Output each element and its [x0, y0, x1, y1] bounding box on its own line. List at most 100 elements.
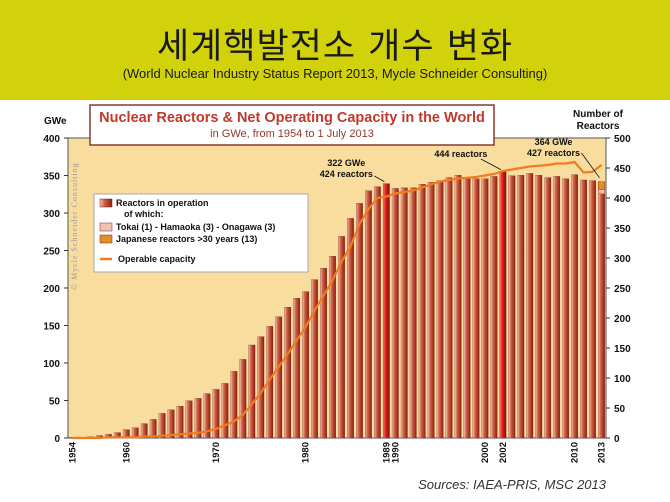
- bar-1976: [266, 326, 274, 439]
- bar-1985: [347, 218, 354, 439]
- bar-2002: [499, 171, 507, 439]
- bar-2012-overlay: [589, 181, 595, 185]
- bar-2013: [598, 181, 605, 439]
- bar-1966: [176, 406, 184, 439]
- x-tick-label-2002: 2002: [498, 442, 509, 463]
- bar-1962: [140, 423, 148, 439]
- annotation-1989-arrow: [374, 175, 385, 182]
- bar-1991: [400, 187, 408, 439]
- bar-2001: [490, 176, 498, 439]
- x-tick-label-2000: 2000: [480, 442, 491, 463]
- bar-1971: [221, 383, 229, 439]
- x-tick-label-1954: 1954: [67, 441, 78, 463]
- legend-japan-label: Japanese reactors >30 years (13): [116, 234, 257, 244]
- x-tick-label-2010: 2010: [570, 442, 581, 463]
- bar-1984: [338, 236, 345, 439]
- y-right-tick-label: 0: [614, 434, 620, 445]
- bar-1997: [454, 175, 462, 439]
- page-subtitle: (World Nuclear Industry Status Report 20…: [122, 66, 548, 81]
- bar-2013-japan-over-30: [598, 181, 605, 190]
- bar-2012: [589, 180, 596, 439]
- bar-1979: [293, 298, 301, 439]
- legend-capacity-label: Operable capacity: [118, 254, 196, 264]
- y-left-tick-label: 100: [43, 359, 60, 370]
- bar-2013-tokai-hamaoka-onagawa: [598, 189, 605, 194]
- sources-caption: Sources: IAEA-PRIS, MSC 2013: [418, 477, 606, 492]
- annotation-2002-line1: 444 reactors: [434, 149, 487, 159]
- bar-2000: [481, 178, 489, 439]
- legend-swatch-tokai: [99, 222, 113, 232]
- bar-1992: [409, 187, 417, 439]
- chart-svg: Nuclear Reactors & Net Operating Capacit…: [43, 104, 631, 463]
- y-right-tick-label: 350: [614, 224, 631, 235]
- bar-1995: [436, 180, 444, 439]
- bar-2009: [562, 178, 570, 439]
- y-right-tick-label: 150: [614, 344, 631, 355]
- bar-2004: [517, 175, 525, 439]
- bar-2007: [544, 177, 552, 439]
- bar-1993: [418, 184, 426, 439]
- y-right-tick-label: 200: [614, 314, 631, 325]
- bar-1977: [275, 316, 283, 439]
- bar-2006: [535, 175, 543, 439]
- bar-1969: [203, 393, 211, 439]
- chart-container: Nuclear Reactors & Net Operating Capacit…: [0, 100, 670, 472]
- y-left-tick-label: 400: [43, 134, 60, 145]
- chart-title-box: [89, 104, 495, 146]
- y-left-tick-label: 150: [43, 322, 60, 333]
- bar-1999: [472, 178, 480, 439]
- x-tick-label-1980: 1980: [301, 442, 312, 463]
- y-left-tick-label: 50: [49, 397, 61, 408]
- chart-title: Nuclear Reactors & Net Operating Capacit…: [99, 110, 485, 126]
- bar-1981: [311, 279, 318, 439]
- legend-reactors-label: Reactors in operation: [116, 198, 209, 208]
- bar-1998: [463, 177, 471, 439]
- bar-1983: [329, 256, 336, 439]
- bar-1965: [167, 409, 175, 439]
- operable-capacity-line: [72, 160, 603, 440]
- y-left-tick-label: 350: [43, 172, 60, 183]
- bar-1990: [391, 188, 399, 439]
- bar-1980: [302, 291, 309, 439]
- y-right-tick-label: 100: [614, 374, 631, 385]
- y-left-tick-label: 300: [43, 209, 60, 220]
- bar-1978: [284, 307, 292, 439]
- x-tick-label-1970: 1970: [211, 442, 222, 463]
- bar-2005: [526, 173, 534, 439]
- bar-1986: [356, 203, 363, 439]
- bar-1967: [185, 400, 193, 439]
- y-left-tick-label: 250: [43, 247, 60, 258]
- annotation-2002-arrow: [480, 158, 502, 170]
- y-right-tick-label: 450: [614, 164, 631, 175]
- y-axis-right-label-line2: Reactors: [577, 121, 620, 132]
- y-right-tick-label: 50: [614, 404, 626, 415]
- x-tick-label-2013: 2013: [597, 442, 608, 463]
- bar-1975: [257, 336, 265, 439]
- bar-1964: [158, 413, 166, 439]
- bar-1972: [230, 371, 238, 439]
- annotation-2013-line2: 427 reactors: [527, 148, 580, 158]
- y-right-tick-label: 500: [614, 134, 631, 145]
- bar-1968: [194, 398, 202, 439]
- plot-area: [67, 137, 607, 439]
- bar-1989: [382, 183, 390, 439]
- legend-box: [93, 193, 309, 273]
- bar-1988: [373, 186, 381, 439]
- y-left-tick-label: 200: [43, 284, 60, 295]
- bar-1987: [365, 190, 372, 439]
- annotation-2013-line1: 364 GWe: [535, 137, 573, 147]
- x-tick-label-1989: 1989: [381, 442, 392, 463]
- annotation-2013-arrow: [581, 152, 600, 179]
- bar-1982: [320, 268, 327, 439]
- header-band: 세계핵발전소 개수 변화 (World Nuclear Industry Sta…: [0, 0, 670, 100]
- page-title: 세계핵발전소 개수 변화: [156, 27, 514, 67]
- bar-1973: [239, 359, 247, 439]
- watermark: © Mycle Schneider Consulting: [70, 162, 79, 290]
- bar-1996: [445, 177, 453, 439]
- y-right-tick-label: 300: [614, 254, 631, 265]
- x-tick-label-1990: 1990: [390, 442, 401, 463]
- x-tick-label-1960: 1960: [121, 442, 132, 463]
- y-left-tick-label: 0: [54, 434, 60, 445]
- bar-2003: [508, 175, 516, 439]
